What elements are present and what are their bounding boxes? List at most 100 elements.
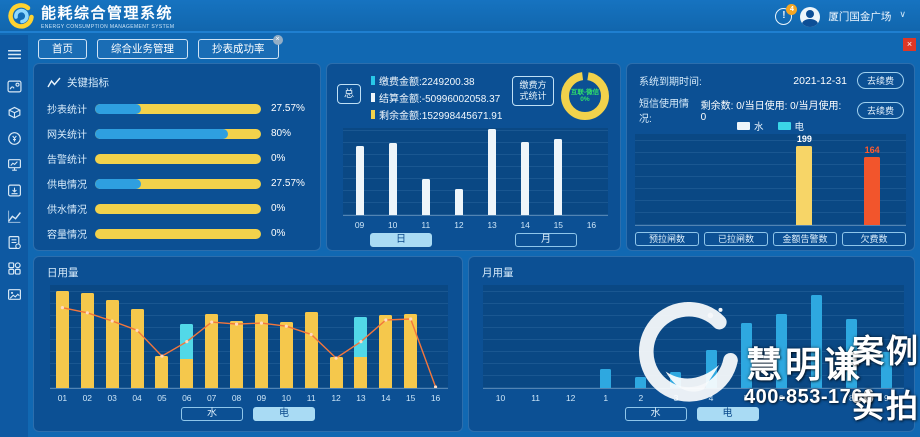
tab-electric[interactable]: 电 (696, 407, 759, 421)
zigzag-icon (47, 77, 61, 87)
alarm-buttons: 预拉闸数 已拉闸数 金额告警数 欠费数 (635, 232, 906, 246)
bar-yellow-segment (304, 311, 318, 388)
apps-grid-icon[interactable] (0, 255, 28, 281)
indicator-progress (95, 178, 261, 189)
x-axis-label: 9 (884, 393, 889, 403)
indicator-label: 供水情况 (47, 205, 87, 216)
trend-icon[interactable] (0, 203, 28, 229)
indicator-label: 网关统计 (47, 130, 87, 141)
indicator-value: 0% (271, 203, 286, 214)
payment-panel: 总 缴费金额:2249200.38 结算金额:-50996002058.37 剩… (326, 63, 621, 251)
package-icon[interactable] (0, 99, 28, 125)
x-axis-label: 4 (708, 393, 714, 403)
bar (355, 146, 364, 215)
tab-water[interactable]: 水 (181, 407, 243, 421)
renew-button[interactable]: 去续费 (856, 101, 904, 119)
x-axis-label: 08 (231, 393, 242, 403)
menu-icon[interactable] (0, 41, 28, 67)
bar-yellow-segment (155, 356, 169, 388)
indicator-label: 抄表统计 (47, 105, 87, 116)
avatar[interactable] (800, 6, 821, 27)
bar (864, 157, 881, 225)
key-indicators-panel: 关键指标 抄表统计 27.57% 网关统计 80% 告警统计 0% 供电情况 2… (33, 63, 321, 251)
bar-yellow-segment (180, 359, 194, 388)
meter-card-icon[interactable] (0, 73, 28, 99)
amount-alarm-button[interactable]: 金额告警数 (773, 232, 837, 246)
x-axis-label: 12 (565, 393, 576, 403)
bar (740, 323, 752, 388)
bar (635, 376, 647, 388)
tab-month[interactable]: 月 (515, 233, 577, 247)
report-settings-icon[interactable] (0, 229, 28, 255)
indicator-value: 0% (271, 228, 286, 239)
bar-yellow-segment (329, 357, 343, 388)
x-axis-label: 6 (778, 393, 784, 403)
indicator-row: 抄表统计 27.57% (47, 101, 307, 116)
stat-bullet (371, 93, 375, 102)
x-axis-label: 1 (603, 393, 609, 403)
x-axis-label: 09 (354, 220, 365, 230)
bar (845, 319, 857, 388)
system-expiry-row: 系统到期时间: 2021-12-31 去续费 (639, 72, 904, 89)
bar-yellow-segment (279, 322, 293, 388)
x-axis-label: 8 (848, 393, 854, 403)
bar-yellow-segment (55, 291, 69, 388)
period-switch: 日 月 (327, 233, 620, 247)
renew-button[interactable]: 去续费 (856, 72, 904, 89)
total-bubble: 总 (337, 84, 361, 104)
tab-business[interactable]: 综合业务管理 (97, 39, 188, 59)
x-axis-label: 12 (331, 393, 341, 403)
notification-bell-icon[interactable]: ! 4 (775, 4, 798, 25)
tripped-button[interactable]: 已拉闸数 (704, 232, 768, 246)
stat-bullet (371, 110, 375, 119)
row-label: 短信使用情况: (639, 99, 689, 125)
user-name[interactable]: 厦门国金广场 (828, 11, 892, 23)
indicator-progress (95, 228, 261, 239)
x-axis-label: 03 (107, 393, 117, 403)
pre-trip-button[interactable]: 预拉闸数 (635, 232, 699, 246)
stat-label: 缴费金额:2249200.38 (379, 77, 475, 88)
monitor-chart-icon[interactable] (0, 151, 28, 177)
bar-cyan-segment (180, 324, 194, 360)
panel-title: 月用量 (482, 267, 514, 279)
x-axis-label: 11 (531, 393, 541, 403)
gallery-icon[interactable] (0, 281, 28, 307)
refund-icon[interactable] (0, 125, 28, 151)
x-axis-label: 10 (281, 393, 292, 403)
stat-row: 结算金额:-50996002058.37 (371, 89, 502, 106)
x-axis-label: 3 (673, 393, 679, 403)
x-axis-label: 12 (454, 220, 464, 230)
bar-yellow-segment (379, 314, 393, 388)
x-axis-label: 13 (487, 220, 497, 230)
monthly-usage-switch: 水 电 (469, 407, 914, 421)
x-axis-label: 15 (553, 220, 564, 230)
tab-electric[interactable]: 电 (253, 407, 315, 421)
close-button[interactable]: × (903, 38, 916, 51)
x-axis-label: 11 (421, 220, 431, 230)
bar-yellow-segment (230, 321, 244, 388)
x-axis-label: 04 (132, 393, 142, 403)
x-axis-label: 2 (638, 393, 644, 403)
panel-title: 日用量 (47, 267, 79, 279)
download-icon[interactable] (0, 177, 28, 203)
bar (705, 349, 717, 388)
chevron-down-icon[interactable]: ∨ (899, 9, 906, 19)
tab-water[interactable]: 水 (624, 407, 687, 421)
x-axis-label: 16 (430, 393, 441, 403)
donut-label: 互联-微信 (570, 88, 600, 96)
x-axis-label: 7 (813, 393, 819, 403)
payment-bar-chart (343, 128, 608, 216)
app-header: 能耗综合管理系统 ENERGY CONSUMPTION MANAGEMENT S… (0, 0, 920, 33)
x-axis-label: 05 (157, 393, 167, 403)
bar (880, 351, 892, 388)
daily-usage-panel: 日用量 01 02 03 04 05 06 07 08 09 10 11 12 13 14 15 16 水 电 (33, 256, 463, 432)
legend-swatch (736, 122, 750, 130)
stat-bullet (371, 76, 375, 85)
tab-day[interactable]: 日 (370, 233, 432, 247)
tab-meter-success[interactable]: 抄表成功率 × (198, 35, 283, 59)
payment-method-bubble: 缴费方式统计 (512, 76, 554, 106)
tab-home[interactable]: 首页 (38, 39, 87, 59)
close-tab-icon[interactable]: × (272, 35, 283, 45)
arrears-button[interactable]: 欠费数 (842, 232, 906, 246)
